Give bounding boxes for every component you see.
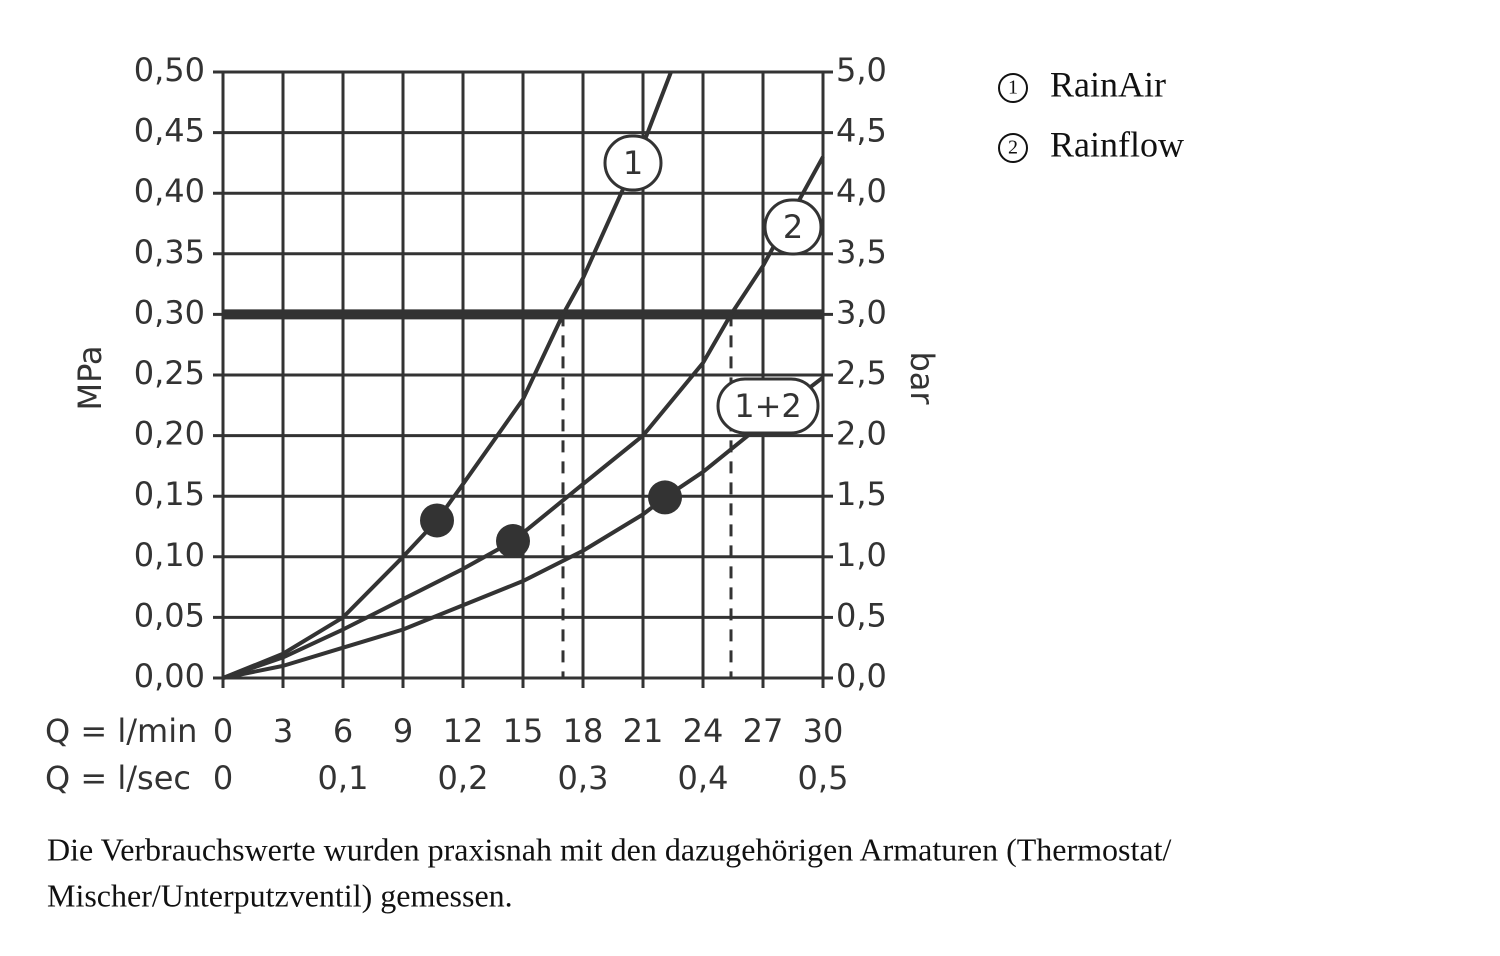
y-tick-label: 0,20: [134, 415, 205, 453]
y2-tick-label: 4,5: [836, 112, 887, 150]
y-tick-label: 0,05: [134, 596, 205, 634]
legend-badge: [998, 73, 1028, 103]
x-tick-label: 27: [743, 712, 784, 750]
curve-label: 1+2: [734, 387, 802, 425]
x-tick-label: 6: [333, 712, 353, 750]
curve-callout: [716, 377, 820, 435]
x2-tick-label: 0,3: [558, 759, 609, 797]
y-tick-label: 0,40: [134, 172, 205, 210]
caption: Mischer/Unterputzventil) gemessen.: [47, 877, 513, 913]
caption: Die Verbrauchswerte wurden praxisnah mit…: [47, 831, 1171, 867]
x-tick-label: 21: [623, 712, 664, 750]
x2-tick-label: 0: [213, 759, 233, 797]
x2-tick-label: 0,1: [318, 759, 369, 797]
operating-point: [496, 524, 530, 559]
y-tick-label: 0,50: [134, 51, 205, 89]
operating-point: [648, 480, 682, 515]
curve-callout: [603, 134, 663, 192]
y2-tick-label: 1,5: [836, 475, 887, 513]
y-tick-label: 0,35: [134, 233, 205, 271]
legend-badge-label: 1: [1008, 77, 1018, 99]
series-line: [222, 375, 825, 680]
curve-callout: [763, 198, 823, 256]
y2-tick-label: 0,0: [836, 657, 887, 695]
y2-tick-label: 2,5: [836, 354, 887, 392]
y-tick-label: 0,00: [134, 657, 205, 695]
x2-tick-label: 0,4: [678, 759, 729, 797]
y-tick-label: 0,15: [134, 475, 205, 513]
operating-point: [420, 503, 454, 538]
x-tick-label: 3: [273, 712, 293, 750]
y-axis-label: MPa: [71, 345, 109, 410]
y2-tick-label: 4,0: [836, 172, 887, 210]
plot-frame: [221, 70, 825, 680]
legend-badge: [998, 133, 1028, 163]
x2-axis-label: Q = l/sec: [45, 759, 191, 797]
y2-tick-label: 3,5: [836, 233, 887, 271]
x-tick-label: 15: [503, 712, 544, 750]
series-line: [222, 155, 825, 680]
x-tick-label: 30: [803, 712, 844, 750]
y-tick-label: 0,10: [134, 536, 205, 574]
y-tick-label: 0,30: [134, 293, 205, 331]
legend-label: Rainflow: [1050, 124, 1184, 164]
legend-label: RainAir: [1050, 64, 1166, 104]
x2-tick-label: 0,5: [798, 759, 849, 797]
x-tick-label: 24: [683, 712, 724, 750]
x-tick-label: 12: [443, 712, 484, 750]
x-tick-label: 0: [213, 712, 233, 750]
x-tick-label: 18: [563, 712, 604, 750]
curve-label: 2: [783, 208, 803, 246]
y2-tick-label: 2,0: [836, 415, 887, 453]
y2-tick-label: 0,5: [836, 596, 887, 634]
y-tick-label: 0,45: [134, 112, 205, 150]
y2-tick-label: 1,0: [836, 536, 887, 574]
y-tick-label: 0,25: [134, 354, 205, 392]
y2-axis-label: bar: [903, 351, 941, 405]
x-tick-label: 9: [393, 712, 413, 750]
y2-tick-label: 5,0: [836, 51, 887, 89]
series-line: [222, 71, 673, 680]
x-axis-label: Q = l/min: [45, 712, 197, 750]
x2-tick-label: 0,2: [438, 759, 489, 797]
y2-tick-label: 3,0: [836, 293, 887, 331]
curve-label: 1: [623, 144, 643, 182]
legend-badge-label: 2: [1008, 137, 1018, 159]
